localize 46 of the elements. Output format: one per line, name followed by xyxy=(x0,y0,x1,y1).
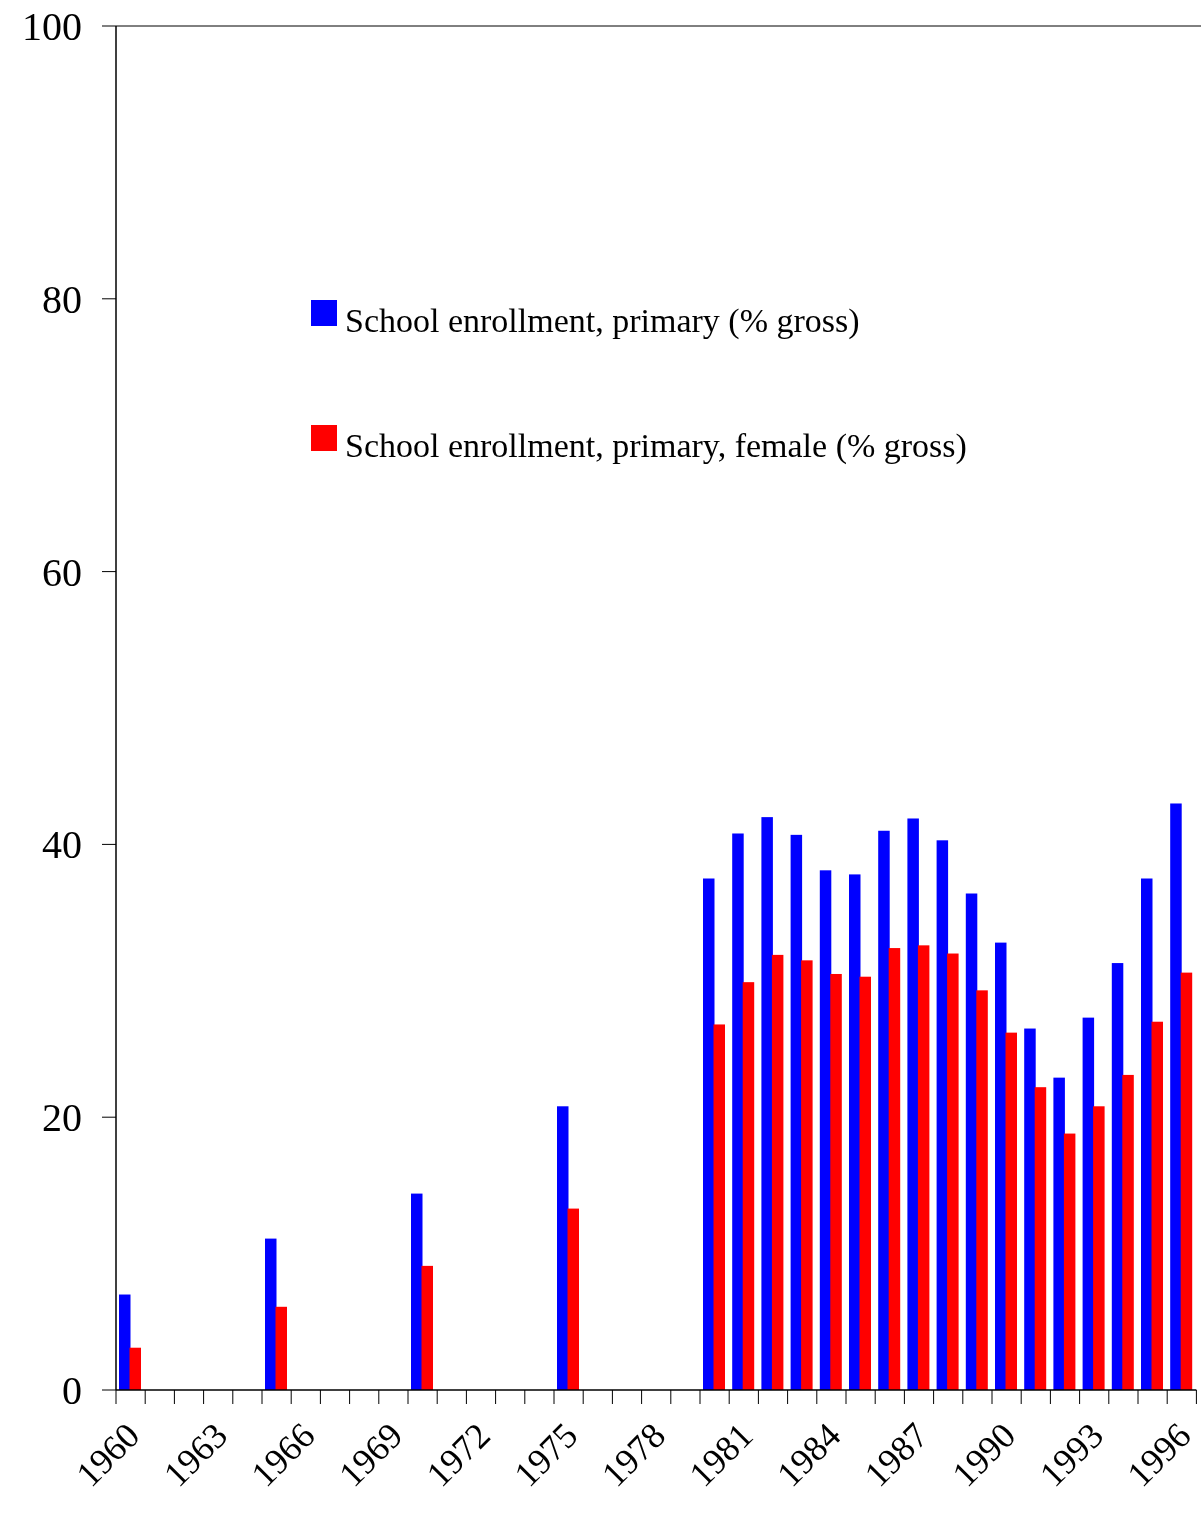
bar xyxy=(411,1193,423,1390)
bar xyxy=(801,960,813,1390)
bar xyxy=(947,953,959,1390)
bar xyxy=(859,976,871,1390)
bar xyxy=(1063,1133,1076,1390)
bar xyxy=(1122,1074,1134,1390)
bar xyxy=(1180,972,1193,1390)
bar xyxy=(1024,1028,1036,1390)
bar xyxy=(421,1265,433,1390)
bar xyxy=(1151,1021,1163,1390)
legend-label: School enrollment, primary (% gross) xyxy=(345,301,860,340)
bar xyxy=(275,1306,287,1390)
y-tick-label: 100 xyxy=(22,4,82,49)
bar xyxy=(129,1347,141,1390)
y-tick-label: 80 xyxy=(42,276,82,322)
bar xyxy=(557,1106,569,1390)
bar xyxy=(1170,803,1182,1390)
bar xyxy=(995,942,1007,1390)
x-tick-label: 1969 xyxy=(331,1415,411,1495)
bar xyxy=(703,878,715,1390)
x-tick-label: 1981 xyxy=(681,1415,761,1495)
bar xyxy=(1093,1106,1105,1390)
bar xyxy=(1053,1077,1065,1390)
bar xyxy=(849,874,861,1390)
bar xyxy=(878,830,890,1390)
bar xyxy=(771,954,784,1390)
bar xyxy=(1141,878,1153,1390)
bar xyxy=(265,1238,277,1390)
y-tick-label: 20 xyxy=(42,1095,82,1141)
bar xyxy=(761,817,773,1390)
y-tick-label: 0 xyxy=(62,1368,82,1413)
bar xyxy=(1005,1032,1017,1390)
bar xyxy=(888,948,901,1390)
y-tick-label: 60 xyxy=(42,549,82,595)
bar xyxy=(742,982,755,1390)
bar xyxy=(907,818,919,1390)
bar xyxy=(567,1208,579,1390)
bar xyxy=(119,1294,131,1390)
bar xyxy=(732,833,744,1390)
bar xyxy=(713,1024,725,1390)
bar xyxy=(917,945,930,1390)
bar xyxy=(1034,1087,1047,1390)
bar xyxy=(976,990,988,1390)
bar xyxy=(830,973,842,1390)
legend-label: School enrollment, primary, female (% gross) xyxy=(345,426,967,465)
y-tick-label: 40 xyxy=(42,822,82,868)
